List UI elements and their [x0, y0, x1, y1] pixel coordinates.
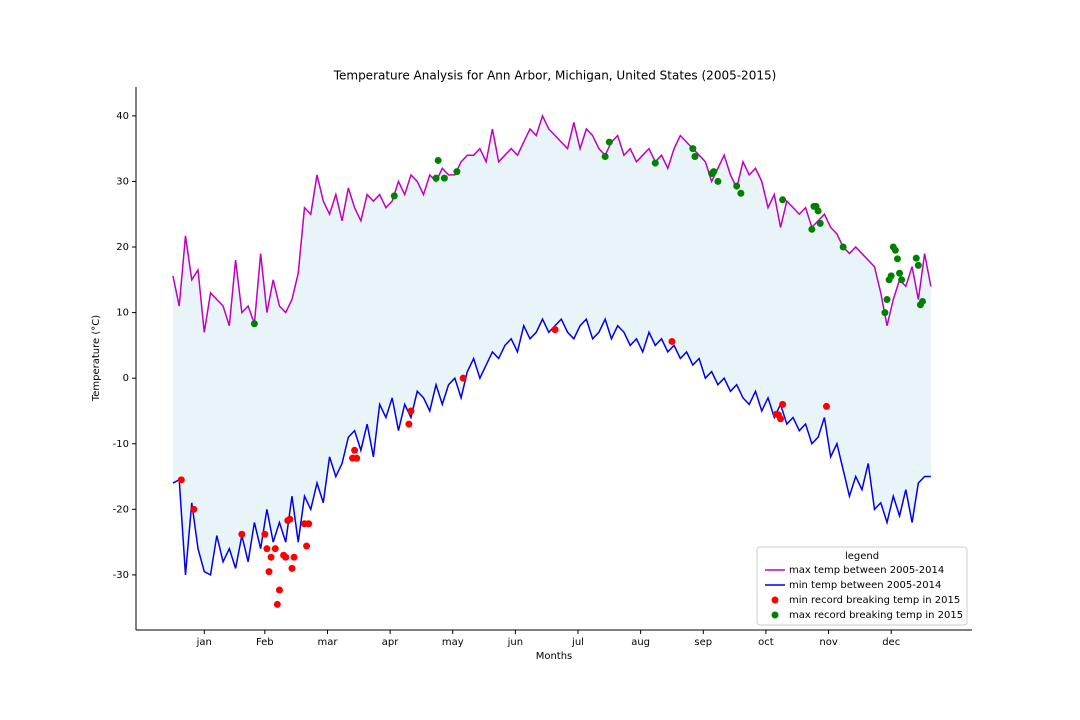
record-point [808, 225, 816, 233]
record-point [710, 168, 718, 176]
record-point [898, 276, 906, 284]
record-point [190, 505, 198, 513]
record-point [273, 600, 281, 608]
record-point [286, 515, 294, 523]
record-point [893, 255, 901, 263]
record-point [177, 476, 185, 484]
record-point [238, 530, 246, 538]
record-point [651, 159, 659, 167]
record-point [822, 402, 830, 410]
record-point [777, 415, 785, 423]
record-point [265, 568, 273, 576]
record-point [733, 182, 741, 190]
y-tick-label: 10 [116, 308, 129, 319]
record-point [891, 246, 899, 254]
record-point [290, 553, 298, 561]
record-point [551, 326, 559, 334]
y-tick-label: 30 [116, 176, 129, 187]
legend-label: max temp between 2005-2014 [789, 565, 944, 576]
record-point [912, 254, 920, 262]
y-tick-label: 20 [116, 242, 129, 253]
y-tick-label: 40 [116, 111, 129, 122]
record-point [261, 530, 269, 538]
legend-box [756, 546, 968, 626]
y-axis-label: Temperature (°C) [91, 315, 102, 402]
y-tick-label: -20 [113, 504, 129, 515]
x-tick-label: dec [882, 637, 900, 648]
record-point [282, 553, 290, 561]
record-point [737, 189, 745, 197]
record-point [814, 207, 822, 215]
record-point [303, 542, 311, 550]
record-point [250, 320, 258, 328]
record-point [440, 174, 448, 182]
record-point [779, 196, 787, 204]
record-point [271, 545, 279, 553]
record-point [605, 138, 613, 146]
record-point [887, 272, 895, 280]
legend-label: min record breaking temp in 2015 [789, 595, 960, 606]
fill-band [172, 115, 931, 575]
x-tick-label: sep [694, 637, 712, 648]
x-tick-label: nov [819, 637, 837, 648]
record-point [351, 446, 359, 454]
chart-title: Temperature Analysis for Ann Arbor, Mich… [333, 69, 777, 83]
record-point [601, 153, 609, 161]
record-point [881, 309, 889, 317]
series-line [172, 113, 932, 333]
legend-label: max record breaking temp in 2015 [789, 610, 963, 621]
record-point [691, 153, 699, 161]
x-tick-label: oct [758, 637, 774, 648]
legend-swatch [771, 596, 779, 604]
record-point [390, 192, 398, 200]
plot-area [172, 113, 932, 608]
record-point [432, 174, 440, 182]
record-point [668, 337, 676, 345]
record-point [919, 297, 927, 305]
y-tick-label: -10 [113, 439, 129, 450]
record-point [689, 145, 697, 153]
record-point [263, 545, 271, 553]
record-point [288, 564, 296, 572]
record-point [714, 177, 722, 185]
x-tick-label: may [442, 637, 464, 648]
y-tick-label: -30 [113, 570, 129, 581]
legend-swatch [771, 611, 779, 619]
record-point [434, 156, 442, 164]
record-point [883, 295, 891, 303]
legend: legend max temp between 2005-2014 min tem… [756, 546, 968, 626]
y-tick-label: 0 [123, 373, 129, 384]
record-point [275, 586, 283, 594]
x-tick-label: aug [631, 637, 650, 648]
record-point [407, 407, 415, 415]
record-point [839, 243, 847, 251]
x-tick-label: jul [571, 637, 584, 648]
x-tick-label: jun [507, 637, 523, 648]
record-point [305, 520, 313, 528]
record-point [267, 553, 275, 561]
record-point [405, 420, 413, 428]
x-tick-label: mar [317, 637, 338, 648]
record-point [896, 269, 904, 277]
record-point [459, 374, 467, 382]
x-tick-label: jan [196, 637, 212, 648]
x-tick-label: apr [382, 637, 399, 648]
record-point [816, 219, 824, 227]
record-point [779, 400, 787, 408]
record-point [453, 168, 461, 176]
legend-label: min temp between 2005-2014 [789, 580, 941, 591]
record-point [353, 454, 361, 462]
record-point [914, 261, 922, 269]
legend-title: legend [845, 551, 879, 562]
x-axis-label: Months [536, 651, 573, 662]
x-tick-label: Feb [256, 637, 274, 648]
